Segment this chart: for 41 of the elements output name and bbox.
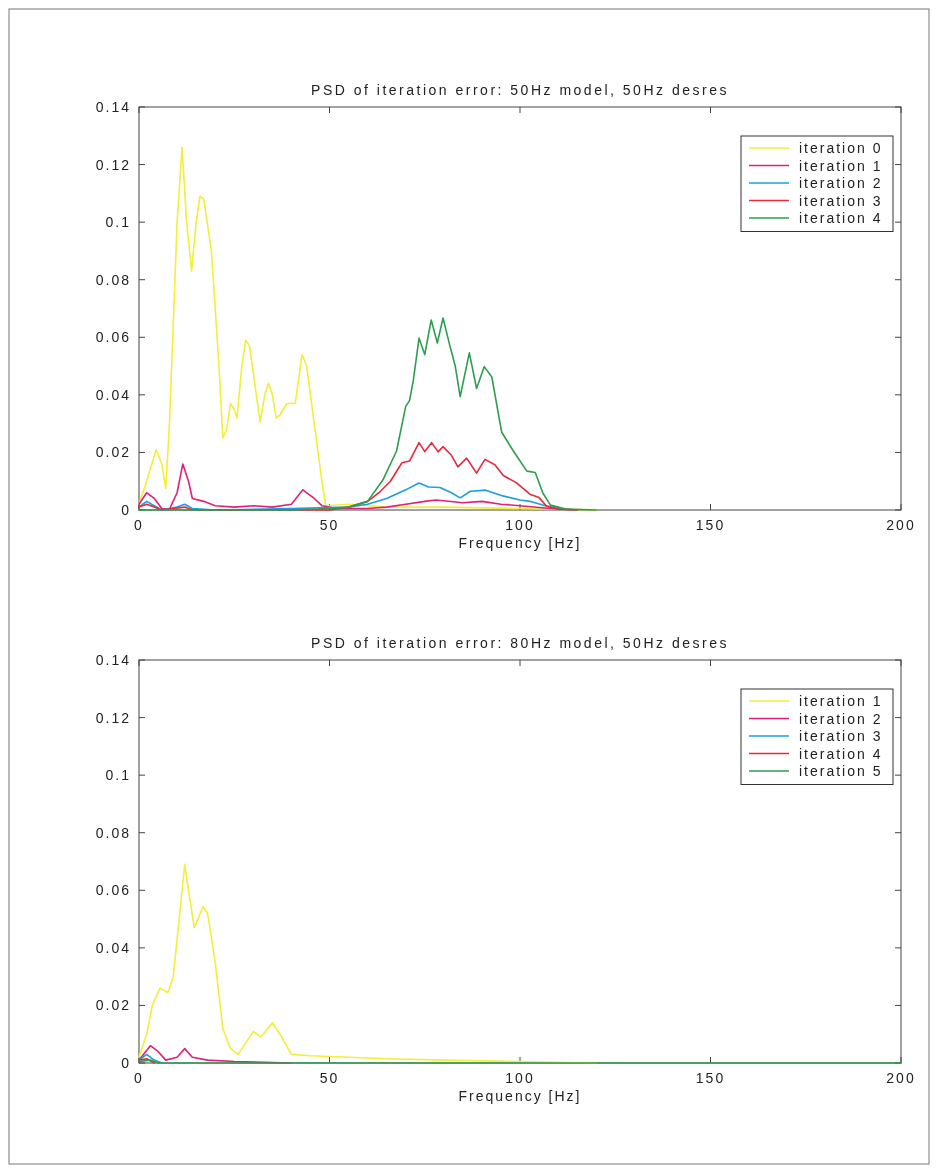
legend-label: iteration 3	[799, 728, 883, 744]
legend-label: iteration 5	[799, 763, 883, 779]
chart-title: PSD of iteration error: 80Hz model, 50Hz desres	[311, 635, 729, 651]
chart-title: PSD of iteration error: 50Hz model, 50Hz desres	[311, 82, 729, 98]
line-series	[138, 317, 597, 511]
y-tick-label: 0.06	[95, 329, 131, 346]
legend-label: iteration 3	[799, 192, 883, 209]
y-tick-label: 0.02	[95, 997, 131, 1014]
x-tick-label: 50	[319, 1070, 340, 1086]
x-tick-label: 200	[886, 517, 916, 533]
x-tick-label: 150	[695, 517, 726, 533]
y-tick-label: 0.06	[95, 882, 131, 899]
legend-label: iteration 1	[799, 693, 883, 709]
y-tick-label: 0.02	[95, 444, 131, 461]
y-tick-label: 0.08	[95, 271, 131, 288]
x-tick-label: 0	[134, 517, 144, 533]
legend-label: iteration 4	[799, 745, 883, 762]
y-tick-label: 0.08	[95, 824, 131, 841]
legend-label: iteration 4	[799, 210, 883, 226]
legend-label: iteration 1	[799, 157, 883, 174]
x-tick-label: 200	[886, 1070, 916, 1086]
y-tick-label: 0.04	[95, 386, 131, 403]
x-tick-label: 100	[505, 517, 535, 533]
x-tick-label: 50	[319, 517, 340, 533]
x-tick-label: 150	[695, 1070, 726, 1086]
y-tick-label: 0.14	[95, 652, 131, 668]
y-tick-label: 0.12	[95, 156, 131, 173]
x-axis-title: Frequency [Hz]	[458, 535, 582, 551]
y-tick-label: 0	[121, 502, 131, 518]
y-tick-label: 0.04	[95, 939, 131, 956]
y-tick-label: 0.1	[105, 214, 131, 231]
y-tick-label: 0.14	[95, 99, 131, 115]
y-tick-label: 0.12	[95, 709, 131, 726]
legend-label: iteration 2	[799, 710, 883, 727]
x-tick-label: 100	[505, 1070, 535, 1086]
y-tick-label: 0.1	[105, 767, 131, 784]
legend-label: iteration 2	[799, 175, 883, 191]
x-axis-title: Frequency [Hz]	[458, 1088, 582, 1104]
y-tick-label: 0	[121, 1055, 131, 1071]
legend-label: iteration 0	[799, 140, 883, 156]
x-tick-label: 0	[134, 1070, 144, 1086]
